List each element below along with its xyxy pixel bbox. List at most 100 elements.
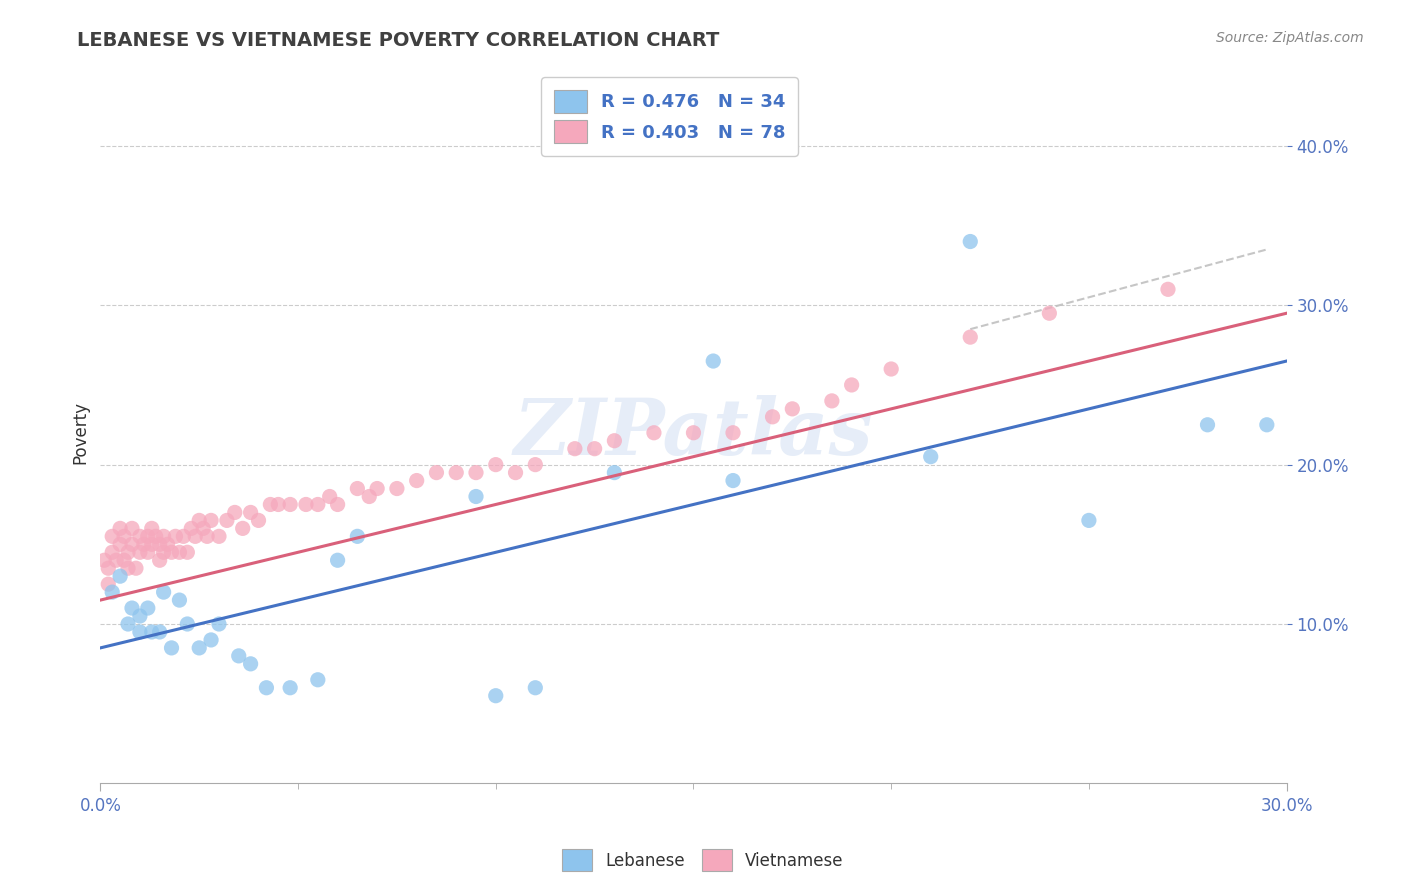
Point — [215, 513, 238, 527]
Point — [603, 434, 626, 448]
Point — [465, 490, 488, 504]
Point — [278, 498, 301, 512]
Text: LEBANESE VS VIETNAMESE POVERTY CORRELATION CHART: LEBANESE VS VIETNAMESE POVERTY CORRELATI… — [77, 31, 720, 50]
Point — [425, 466, 447, 480]
Point — [359, 490, 381, 504]
Point — [117, 617, 139, 632]
Point — [821, 393, 844, 408]
Point — [346, 482, 368, 496]
Legend: Lebanese, Vietnamese: Lebanese, Vietnamese — [554, 841, 852, 880]
Point — [188, 513, 211, 527]
Point — [643, 425, 665, 440]
Legend: R = 0.476   N = 34, R = 0.403   N = 78: R = 0.476 N = 34, R = 0.403 N = 78 — [541, 77, 799, 156]
Point — [128, 609, 150, 624]
Point — [228, 648, 250, 663]
Point — [465, 466, 488, 480]
Point — [959, 235, 981, 249]
Text: Source: ZipAtlas.com: Source: ZipAtlas.com — [1216, 31, 1364, 45]
Point — [702, 354, 724, 368]
Point — [125, 561, 148, 575]
Point — [152, 545, 174, 559]
Point — [721, 474, 744, 488]
Point — [880, 362, 903, 376]
Point — [254, 681, 277, 695]
Point — [136, 601, 159, 615]
Point — [93, 553, 115, 567]
Point — [239, 657, 262, 671]
Point — [121, 537, 143, 551]
Point — [112, 553, 135, 567]
Point — [117, 561, 139, 575]
Point — [112, 529, 135, 543]
Point — [195, 529, 218, 543]
Point — [564, 442, 586, 456]
Point — [128, 529, 150, 543]
Point — [1256, 417, 1278, 432]
Point — [326, 498, 349, 512]
Point — [136, 529, 159, 543]
Point — [149, 553, 172, 567]
Point — [267, 498, 290, 512]
Point — [524, 681, 547, 695]
Point — [1038, 306, 1060, 320]
Point — [603, 466, 626, 480]
Point — [505, 466, 527, 480]
Point — [141, 537, 163, 551]
Point — [295, 498, 318, 512]
Point — [307, 673, 329, 687]
Point — [105, 553, 128, 567]
Point — [172, 529, 194, 543]
Point — [278, 681, 301, 695]
Point — [208, 529, 231, 543]
Point — [782, 401, 804, 416]
Point — [160, 640, 183, 655]
Point — [169, 593, 191, 607]
Point — [152, 585, 174, 599]
Point — [156, 537, 179, 551]
Point — [366, 482, 388, 496]
Point — [761, 409, 783, 424]
Point — [176, 545, 198, 559]
Point — [101, 585, 124, 599]
Point — [101, 529, 124, 543]
Point — [149, 537, 172, 551]
Point — [128, 545, 150, 559]
Point — [307, 498, 329, 512]
Text: ZIPatlas: ZIPatlas — [513, 394, 873, 471]
Point — [485, 689, 508, 703]
Point — [184, 529, 207, 543]
Point — [1077, 513, 1099, 527]
Point — [149, 624, 172, 639]
Point — [136, 545, 159, 559]
Point — [117, 545, 139, 559]
Point — [191, 521, 214, 535]
Point — [145, 529, 167, 543]
Point — [200, 513, 222, 527]
Point — [1197, 417, 1219, 432]
Point — [108, 537, 131, 551]
Point — [101, 545, 124, 559]
Point — [160, 545, 183, 559]
Point — [121, 601, 143, 615]
Point — [128, 624, 150, 639]
Point — [682, 425, 704, 440]
Point — [444, 466, 467, 480]
Point — [405, 474, 427, 488]
Point — [239, 505, 262, 519]
Point — [524, 458, 547, 472]
Point — [318, 490, 340, 504]
Point — [176, 617, 198, 632]
Point — [108, 521, 131, 535]
Y-axis label: Poverty: Poverty — [72, 401, 89, 464]
Point — [326, 553, 349, 567]
Point — [152, 529, 174, 543]
Point — [1157, 282, 1180, 296]
Point — [959, 330, 981, 344]
Point — [721, 425, 744, 440]
Point — [485, 458, 508, 472]
Point — [346, 529, 368, 543]
Point — [108, 569, 131, 583]
Point — [841, 378, 863, 392]
Point — [200, 632, 222, 647]
Point — [97, 561, 120, 575]
